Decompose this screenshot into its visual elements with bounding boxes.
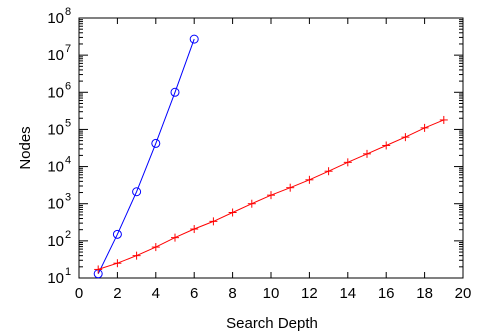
- data-point-plus: [151, 243, 160, 252]
- data-point-circle: [112, 229, 122, 239]
- y-tick-exponent: 5: [65, 117, 71, 129]
- y-tick-label: 10: [47, 270, 64, 287]
- x-tick-label: 6: [190, 285, 198, 302]
- x-tick-label: 18: [416, 285, 433, 302]
- x-tick-label: 0: [75, 285, 83, 302]
- data-point-plus: [420, 123, 429, 132]
- data-point-plus: [190, 225, 199, 234]
- data-point-plus: [439, 115, 448, 124]
- data-point-circle: [189, 34, 199, 44]
- x-tick-label: 20: [455, 285, 472, 302]
- data-point-plus: [401, 133, 410, 142]
- data-point-plus: [286, 183, 295, 192]
- y-tick-exponent: 1: [65, 266, 71, 278]
- data-point-plus: [132, 251, 141, 260]
- y-tick-exponent: 6: [65, 80, 71, 92]
- y-tick-label: 10: [47, 159, 64, 176]
- y-tick-label: 10: [47, 47, 64, 64]
- data-point-plus: [382, 141, 391, 150]
- x-tick-label: 16: [378, 285, 395, 302]
- data-point-plus: [305, 175, 314, 184]
- y-tick-label: 10: [47, 233, 64, 250]
- data-point-circle: [151, 138, 161, 148]
- data-point-plus: [228, 208, 237, 217]
- data-point-plus: [94, 265, 103, 274]
- y-axis-label: Nodes: [17, 126, 34, 169]
- y-tick-exponent: 4: [65, 155, 71, 167]
- series-line: [97, 38, 195, 275]
- y-tick-label: 10: [47, 10, 64, 27]
- data-point-plus: [267, 191, 275, 200]
- series-2: [94, 115, 448, 274]
- data-point-plus: [324, 167, 333, 176]
- data-point-plus: [209, 217, 218, 226]
- x-tick-label: 4: [152, 285, 160, 302]
- plot-frame: [78, 17, 464, 279]
- series-layer: [93, 34, 448, 279]
- y-tick-label: 10: [47, 196, 64, 213]
- data-point-plus: [113, 259, 122, 268]
- data-point-circle: [170, 87, 180, 97]
- data-point-plus: [247, 199, 256, 208]
- y-tick-exponent: 2: [65, 229, 71, 241]
- x-tick-label: 12: [301, 285, 318, 302]
- data-point-plus: [343, 158, 352, 167]
- y-tick-exponent: 3: [65, 192, 71, 204]
- y-tick-label: 10: [47, 84, 64, 101]
- data-point-plus: [363, 149, 371, 158]
- data-point-circle: [132, 187, 142, 197]
- x-tick-label: 8: [228, 285, 236, 302]
- y-tick-label: 10: [47, 121, 64, 138]
- y-tick-exponent: 8: [65, 6, 71, 18]
- x-tick-label: 2: [113, 285, 121, 302]
- series-1: [93, 34, 199, 279]
- x-axis-label: Search Depth: [226, 315, 318, 332]
- x-tick-label: 10: [263, 285, 280, 302]
- x-tick-label: 14: [339, 285, 356, 302]
- y-tick-exponent: 7: [65, 43, 71, 55]
- data-point-plus: [171, 233, 179, 242]
